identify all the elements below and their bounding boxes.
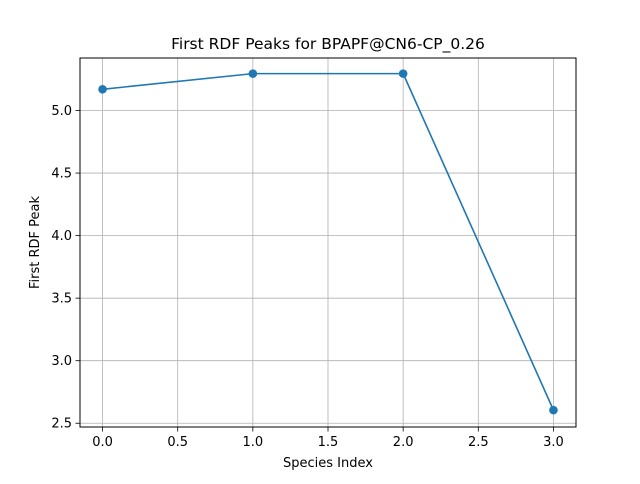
y-tick-label: 3.5 [51, 292, 72, 307]
x-tick-label: 2.0 [393, 435, 414, 450]
y-tick-label: 5.0 [51, 104, 72, 119]
series-line [102, 72, 555, 411]
series-layer [98, 69, 558, 415]
chart-title: First RDF Peaks for BPAPF@CN6-CP_0.26 [171, 35, 485, 54]
x-tick-label: 0.0 [92, 435, 113, 450]
x-tick-label: 1.0 [243, 435, 264, 450]
y-tick-label: 4.5 [51, 167, 72, 182]
x-tick-label: 0.5 [167, 435, 188, 450]
data-point [398, 69, 408, 78]
x-ticks: 0.0 0.5 1.0 1.5 2.0 2.5 3.0 [92, 427, 564, 450]
data-point [98, 84, 107, 94]
x-tick-label: 1.5 [318, 435, 339, 450]
y-ticks: 2.5 3.0 3.5 4.0 4.5 5.0 [51, 104, 80, 432]
y-tick-label: 4.0 [51, 229, 72, 244]
data-point [549, 405, 558, 415]
data-point [248, 69, 258, 78]
y-tick-label: 2.5 [51, 417, 72, 432]
x-axis-label: Species Index [283, 456, 373, 471]
x-tick-label: 2.5 [468, 435, 489, 450]
y-axis-label: First RDF Peak [28, 196, 43, 289]
x-tick-label: 3.0 [543, 435, 564, 450]
y-tick-label: 3.0 [51, 354, 72, 369]
